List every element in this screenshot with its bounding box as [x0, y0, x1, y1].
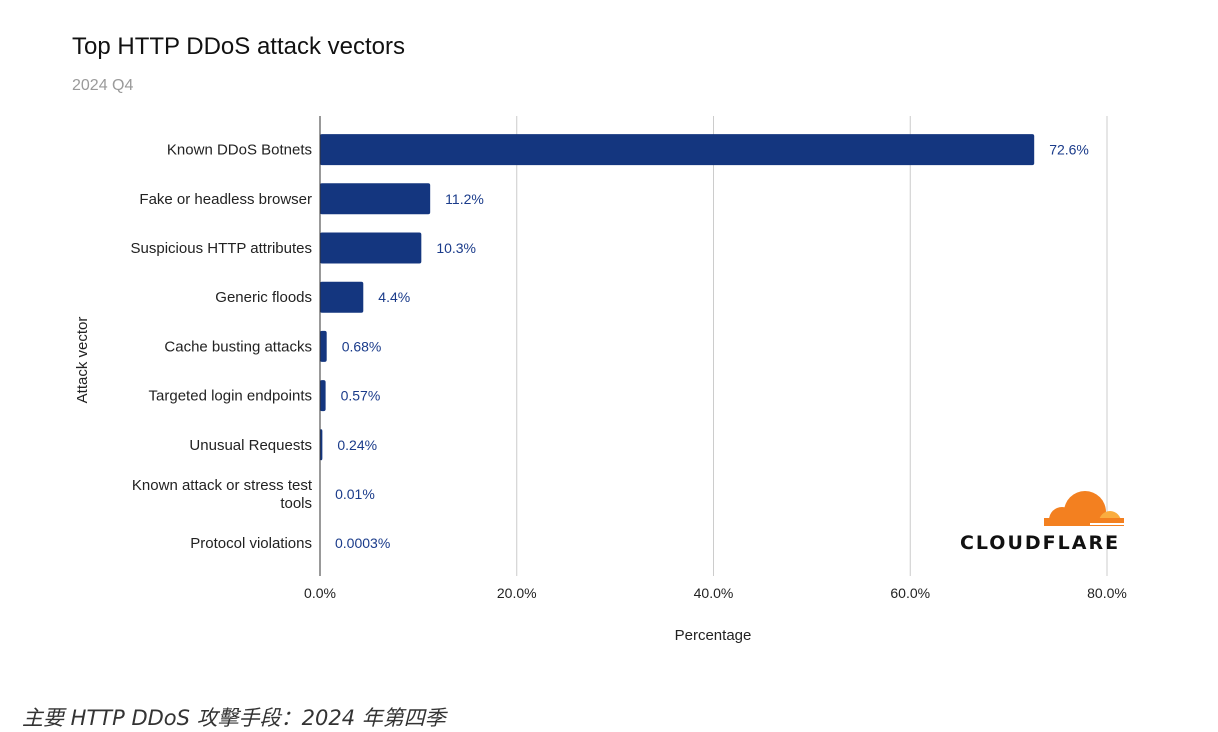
- category-label: Fake or headless browser: [139, 191, 312, 208]
- bar-value-label: 4.4%: [378, 289, 410, 305]
- bar-value-label: 72.6%: [1049, 142, 1089, 158]
- bar-value-label: 11.2%: [445, 191, 484, 207]
- logo-text: CLOUDFLARE: [960, 532, 1120, 554]
- bar-value-label: 0.24%: [337, 437, 377, 453]
- category-label: Known attack or stress test: [132, 477, 313, 494]
- y-axis-title: Attack vector: [74, 317, 91, 404]
- bar: [320, 183, 430, 214]
- category-label: Cache busting attacks: [164, 338, 312, 355]
- bar: [320, 380, 326, 411]
- bar-value-label: 0.68%: [342, 338, 382, 354]
- chart: Top HTTP DDoS attack vectors 2024 Q4 72.…: [0, 0, 1218, 700]
- x-tick-label: 40.0%: [694, 585, 734, 601]
- x-tick-label: 80.0%: [1087, 585, 1127, 601]
- category-label: tools: [280, 495, 312, 512]
- category-label: Suspicious HTTP attributes: [131, 240, 312, 257]
- bar-value-label: 0.0003%: [335, 535, 390, 551]
- cloud-icon: [1044, 491, 1126, 534]
- x-tick-label: 0.0%: [304, 585, 336, 601]
- chart-title: Top HTTP DDoS attack vectors: [72, 33, 405, 60]
- bar: [320, 331, 327, 362]
- category-label: Known DDoS Botnets: [167, 142, 312, 159]
- chart-subtitle: 2024 Q4: [72, 77, 133, 94]
- category-label: Unusual Requests: [189, 437, 312, 454]
- category-label: Targeted login endpoints: [149, 388, 312, 405]
- category-label: Generic floods: [215, 289, 312, 306]
- x-tick-label: 60.0%: [890, 585, 930, 601]
- bars: 72.6% Known DDoS Botnets 11.2% Fake or head…: [131, 134, 1089, 559]
- bar-value-label: 10.3%: [436, 240, 476, 256]
- bar-value-label: 0.01%: [335, 486, 375, 502]
- bar: [320, 134, 1034, 165]
- category-label: Protocol violations: [190, 535, 312, 552]
- bar: [320, 233, 421, 264]
- bar-value-label: 0.57%: [341, 388, 381, 404]
- x-tick-label: 20.0%: [497, 585, 537, 601]
- x-axis-title: Percentage: [675, 627, 752, 644]
- gridlines: [517, 116, 1107, 576]
- figure-caption: 主要 HTTP DDoS 攻擊手段：2024 年第四季: [22, 702, 446, 732]
- bar: [320, 282, 363, 313]
- cloudflare-logo: CLOUDFLARE: [960, 491, 1126, 554]
- x-tick-labels: 0.0% 20.0% 40.0% 60.0% 80.0%: [304, 585, 1127, 601]
